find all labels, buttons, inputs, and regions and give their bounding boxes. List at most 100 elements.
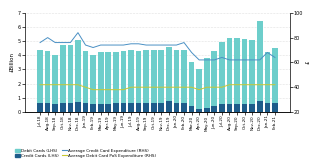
Bar [158,50,164,103]
Average Debit Card PoS Expenditure (RHS) [167,86,171,88]
Average Debit Card PoS Expenditure (RHS) [144,86,148,88]
Average Credit Card Expenditure (RHS) [68,42,72,44]
Average Debit Card PoS Expenditure (RHS) [91,89,95,91]
Average Debit Card PoS Expenditure (RHS) [243,84,247,86]
Average Debit Card PoS Expenditure (RHS) [68,84,72,86]
Bar [128,103,134,112]
Bar [143,103,149,112]
Average Credit Card Expenditure (RHS) [235,59,239,61]
Y-axis label: £: £ [306,61,311,64]
Bar [143,50,149,103]
Bar [128,50,134,103]
Bar [181,50,187,103]
Bar [265,52,270,104]
Bar [45,104,50,112]
Average Debit Card PoS Expenditure (RHS) [182,86,186,88]
Average Credit Card Expenditure (RHS) [91,47,95,48]
Legend: Debit Cards (LHS), Credit Cards (LHS), Average Credit Card Expenditure (RHS), Av: Debit Cards (LHS), Credit Cards (LHS), A… [15,149,156,158]
Average Credit Card Expenditure (RHS) [266,52,269,53]
Average Debit Card PoS Expenditure (RHS) [175,86,178,88]
Average Debit Card PoS Expenditure (RHS) [122,89,125,91]
Average Debit Card PoS Expenditure (RHS) [61,84,65,86]
Average Debit Card PoS Expenditure (RHS) [114,89,118,91]
Bar [249,104,255,112]
Average Debit Card PoS Expenditure (RHS) [38,84,42,86]
Bar [189,62,194,106]
Average Credit Card Expenditure (RHS) [250,59,254,61]
Y-axis label: £Billion: £Billion [10,52,15,72]
Bar [181,103,187,112]
Bar [265,104,270,112]
Bar [52,55,58,104]
Average Credit Card Expenditure (RHS) [258,59,262,61]
Average Debit Card PoS Expenditure (RHS) [258,84,262,86]
Bar [257,101,263,112]
Bar [98,52,104,104]
Bar [151,103,157,112]
Average Credit Card Expenditure (RHS) [114,44,118,46]
Bar [211,51,217,106]
Bar [242,104,248,112]
Bar [60,45,66,103]
Bar [136,103,141,112]
Average Credit Card Expenditure (RHS) [61,42,65,44]
Bar [151,50,157,103]
Bar [121,104,126,112]
Average Credit Card Expenditure (RHS) [144,44,148,46]
Bar [121,51,126,104]
Average Credit Card Expenditure (RHS) [227,59,231,61]
Bar [113,52,119,104]
Average Debit Card PoS Expenditure (RHS) [235,84,239,86]
Bar [106,52,111,104]
Bar [189,106,194,112]
Average Credit Card Expenditure (RHS) [220,56,224,58]
Bar [242,39,248,104]
Average Debit Card PoS Expenditure (RHS) [250,84,254,86]
Average Credit Card Expenditure (RHS) [106,44,110,46]
Average Debit Card PoS Expenditure (RHS) [205,86,209,88]
Average Debit Card PoS Expenditure (RHS) [197,89,201,91]
Average Debit Card PoS Expenditure (RHS) [106,89,110,91]
Bar [37,50,43,104]
Average Debit Card PoS Expenditure (RHS) [190,86,193,88]
Bar [75,102,81,112]
Average Credit Card Expenditure (RHS) [38,42,42,44]
Bar [166,47,172,101]
Bar [196,69,202,109]
Average Credit Card Expenditure (RHS) [197,59,201,61]
Bar [37,104,43,112]
Average Credit Card Expenditure (RHS) [129,43,133,45]
Average Debit Card PoS Expenditure (RHS) [46,84,49,86]
Average Debit Card PoS Expenditure (RHS) [266,84,269,86]
Bar [45,51,50,104]
Bar [174,50,179,103]
Bar [226,104,232,112]
Average Credit Card Expenditure (RHS) [212,59,216,61]
Average Credit Card Expenditure (RHS) [190,52,193,53]
Average Credit Card Expenditure (RHS) [159,44,163,46]
Bar [272,48,278,104]
Bar [226,38,232,104]
Average Debit Card PoS Expenditure (RHS) [212,86,216,88]
Average Credit Card Expenditure (RHS) [99,44,103,46]
Average Credit Card Expenditure (RHS) [167,44,171,46]
Average Credit Card Expenditure (RHS) [152,44,156,46]
Bar [98,104,104,112]
Average Credit Card Expenditure (RHS) [175,44,178,46]
Bar [204,58,209,108]
Average Credit Card Expenditure (RHS) [84,44,88,46]
Average Debit Card PoS Expenditure (RHS) [227,84,231,86]
Line: Average Debit Card PoS Expenditure (RHS): Average Debit Card PoS Expenditure (RHS) [40,85,275,90]
Average Credit Card Expenditure (RHS) [76,32,80,34]
Bar [158,103,164,112]
Bar [204,108,209,112]
Average Debit Card PoS Expenditure (RHS) [220,86,224,88]
Average Credit Card Expenditure (RHS) [53,42,57,44]
Bar [52,104,58,112]
Line: Average Credit Card Expenditure (RHS): Average Credit Card Expenditure (RHS) [40,33,275,60]
Bar [249,40,255,104]
Bar [136,51,141,103]
Average Debit Card PoS Expenditure (RHS) [129,86,133,88]
Average Credit Card Expenditure (RHS) [46,37,49,39]
Bar [90,55,96,104]
